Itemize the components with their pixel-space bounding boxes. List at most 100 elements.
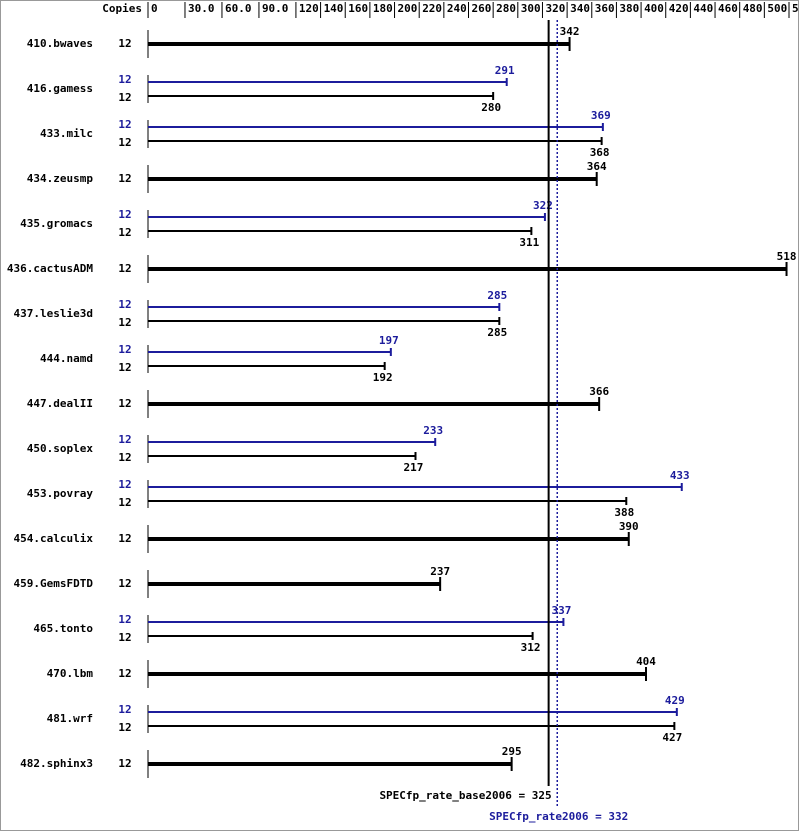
value-label: 369	[591, 109, 611, 122]
value-label: 192	[373, 371, 393, 384]
bar-base	[148, 402, 600, 406]
x-tick-label: 240	[447, 2, 467, 15]
x-tick-label: 30.0	[188, 2, 215, 15]
copies: 12	[118, 136, 131, 149]
x-tick-label: 360	[595, 2, 615, 15]
benchmark-name: 459.GemsFDTD	[14, 577, 94, 590]
x-tick-label: 180	[373, 2, 393, 15]
x-tick-label: 520	[792, 2, 799, 15]
copies: 12	[118, 703, 131, 716]
copies: 12	[118, 343, 131, 356]
bar-base	[148, 537, 629, 541]
bar-peak	[148, 621, 564, 623]
benchmark-name: 450.soplex	[27, 442, 94, 455]
copies: 12	[118, 577, 131, 590]
x-tick-label: 60.0	[225, 2, 252, 15]
copies: 12	[118, 631, 131, 644]
bar-base	[148, 672, 647, 676]
x-tick-label: 440	[693, 2, 713, 15]
value-label: 388	[614, 506, 634, 519]
value-label: 404	[636, 655, 656, 668]
copies: 12	[118, 613, 131, 626]
benchmark-name: 410.bwaves	[27, 37, 93, 50]
value-label: 322	[533, 199, 553, 212]
x-tick-label: 280	[496, 2, 516, 15]
bar-peak	[148, 441, 436, 443]
copies: 12	[118, 91, 131, 104]
benchmark-name: 435.gromacs	[20, 217, 93, 230]
bar-peak	[148, 81, 507, 83]
bar-base	[148, 267, 787, 271]
x-tick-label: 200	[398, 2, 418, 15]
value-label: 291	[495, 64, 515, 77]
copies: 12	[118, 496, 131, 509]
x-tick-label: 90.0	[262, 2, 289, 15]
copies: 12	[118, 757, 131, 770]
x-tick-label: 300	[521, 2, 541, 15]
copies: 12	[118, 361, 131, 374]
benchmark-name: 416.gamess	[27, 82, 93, 95]
value-label: 295	[502, 745, 522, 758]
value-label: 429	[665, 694, 685, 707]
value-label: 280	[481, 101, 501, 114]
reference-label: SPECfp_rate_base2006 = 325	[379, 789, 551, 802]
x-tick-label: 460	[718, 2, 738, 15]
value-label: 518	[777, 250, 797, 263]
x-tick-label: 260	[472, 2, 492, 15]
bar-base	[148, 582, 441, 586]
benchmark-name: 465.tonto	[33, 622, 93, 635]
reference-label: SPECfp_rate2006 = 332	[489, 810, 628, 823]
bar-peak	[148, 126, 603, 128]
bar-base	[148, 320, 500, 322]
x-tick-label: 420	[669, 2, 689, 15]
value-label: 312	[521, 641, 541, 654]
copies: 12	[118, 118, 131, 131]
copies: 12	[118, 433, 131, 446]
copies: 12	[118, 37, 131, 50]
bar-peak	[148, 711, 677, 713]
copies: 12	[118, 451, 131, 464]
benchmark-name: 470.lbm	[47, 667, 94, 680]
copies: 12	[118, 208, 131, 221]
benchmark-name: 444.namd	[40, 352, 93, 365]
value-label: 390	[619, 520, 639, 533]
bar-base	[148, 635, 533, 637]
copies: 12	[118, 721, 131, 734]
value-label: 427	[662, 731, 682, 744]
bar-base	[148, 365, 385, 367]
benchmark-name: 454.calculix	[14, 532, 94, 545]
benchmark-name: 481.wrf	[47, 712, 93, 725]
value-label: 368	[590, 146, 610, 159]
x-tick-label: 220	[422, 2, 442, 15]
bar-base	[148, 762, 512, 766]
value-label: 197	[379, 334, 399, 347]
value-label: 342	[560, 25, 580, 38]
copies: 12	[118, 397, 131, 410]
copies: 12	[118, 667, 131, 680]
copies: 12	[118, 172, 131, 185]
x-tick-label: 0	[151, 2, 158, 15]
value-label: 433	[670, 469, 690, 482]
x-tick-label: 500	[767, 2, 787, 15]
copies: 12	[118, 262, 131, 275]
value-label: 337	[551, 604, 571, 617]
bar-peak	[148, 486, 682, 488]
x-tick-label: 320	[545, 2, 565, 15]
bar-base	[148, 455, 416, 457]
value-label: 217	[404, 461, 424, 474]
bar-base	[148, 230, 532, 232]
bar-base	[148, 42, 570, 46]
copies: 12	[118, 478, 131, 491]
benchmark-name: 433.milc	[40, 127, 93, 140]
bar-peak	[148, 306, 500, 308]
copies: 12	[118, 226, 131, 239]
benchmark-name: 453.povray	[27, 487, 94, 500]
bar-base	[148, 500, 627, 502]
x-tick-label: 140	[324, 2, 344, 15]
value-label: 237	[430, 565, 450, 578]
bar-base	[148, 140, 602, 142]
copies: 12	[118, 298, 131, 311]
